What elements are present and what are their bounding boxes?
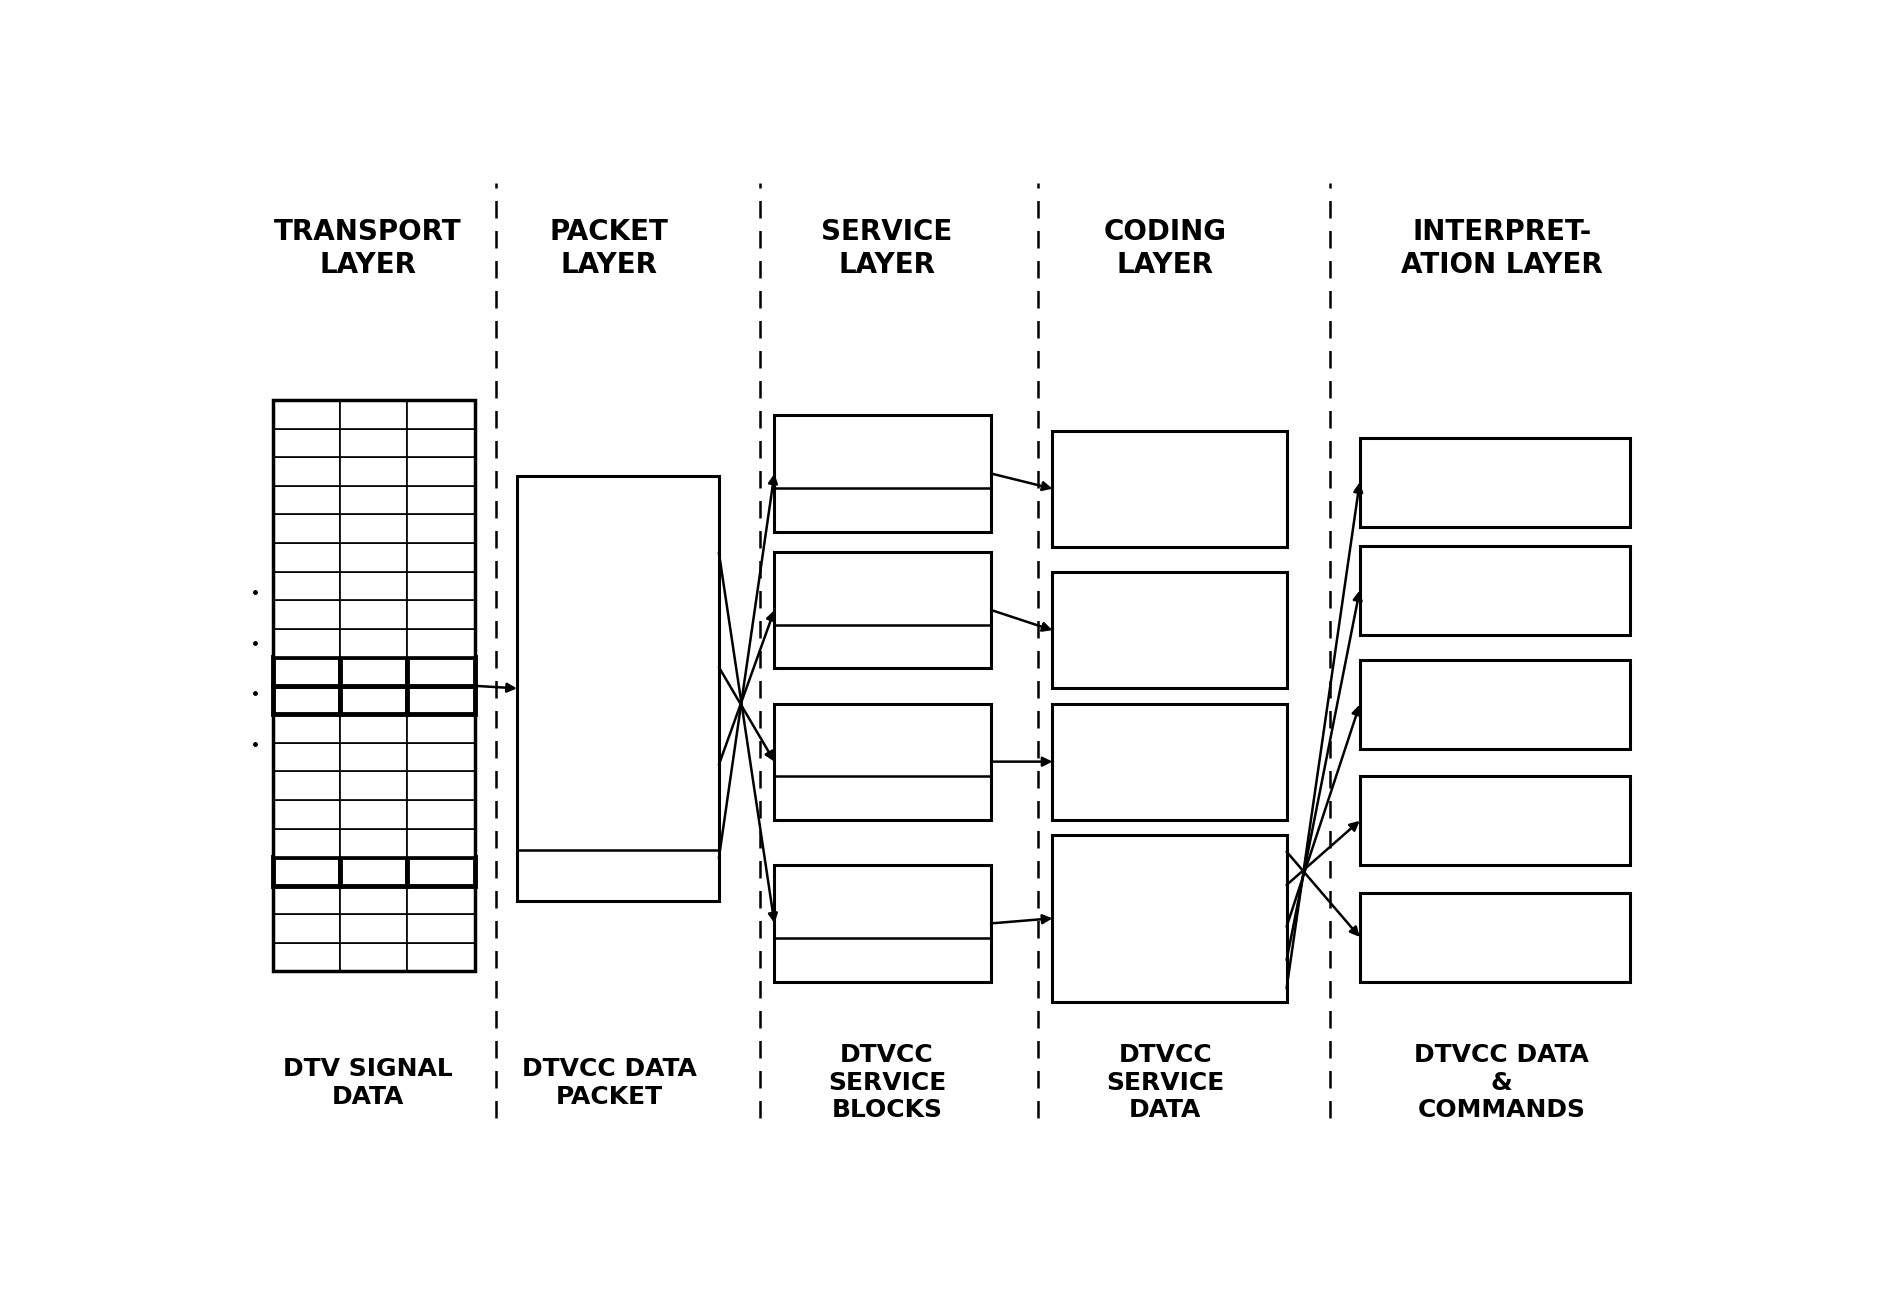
Bar xyxy=(272,486,340,515)
Bar xyxy=(1359,776,1631,865)
Bar xyxy=(408,943,474,972)
Bar xyxy=(272,886,340,914)
Bar xyxy=(340,829,408,857)
Bar xyxy=(408,600,474,629)
Text: PACKET
LAYER: PACKET LAYER xyxy=(549,218,668,278)
Bar xyxy=(408,829,474,857)
Text: DTV SIGNAL
DATA: DTV SIGNAL DATA xyxy=(283,1057,453,1108)
Bar xyxy=(340,857,408,886)
Bar xyxy=(774,415,991,532)
Bar xyxy=(408,857,474,886)
Bar xyxy=(340,600,408,629)
Bar xyxy=(272,743,340,772)
Bar xyxy=(272,658,340,685)
Bar xyxy=(340,772,408,800)
Text: INTERPRET-
ATION LAYER: INTERPRET- ATION LAYER xyxy=(1401,218,1603,278)
Bar xyxy=(774,704,991,819)
Bar xyxy=(1052,431,1286,546)
Bar xyxy=(1052,704,1286,819)
Bar xyxy=(340,486,408,515)
Bar xyxy=(272,600,340,629)
Bar xyxy=(272,829,340,857)
Bar xyxy=(408,515,474,544)
Bar xyxy=(272,685,340,714)
Bar xyxy=(272,800,340,829)
Bar xyxy=(272,943,340,972)
Bar xyxy=(272,515,340,544)
Bar xyxy=(1359,437,1631,527)
Bar xyxy=(340,800,408,829)
Bar xyxy=(340,544,408,571)
Bar xyxy=(340,571,408,600)
Bar xyxy=(272,772,340,800)
Bar xyxy=(408,429,474,457)
Bar xyxy=(272,714,340,743)
Text: TRANSPORT
LAYER: TRANSPORT LAYER xyxy=(274,218,461,278)
Bar xyxy=(774,551,991,668)
Bar xyxy=(272,544,340,571)
Bar xyxy=(272,400,474,972)
Bar xyxy=(340,515,408,544)
Bar xyxy=(408,571,474,600)
Bar xyxy=(408,914,474,943)
Bar xyxy=(340,629,408,658)
Text: DTVCC
SERVICE
BLOCKS: DTVCC SERVICE BLOCKS xyxy=(829,1043,946,1123)
Bar xyxy=(340,886,408,914)
Bar xyxy=(408,457,474,486)
Bar xyxy=(272,400,340,429)
Bar xyxy=(517,477,719,901)
Bar xyxy=(1052,572,1286,688)
Text: DTVCC DATA
PACKET: DTVCC DATA PACKET xyxy=(521,1057,697,1108)
Bar xyxy=(272,429,340,457)
Bar xyxy=(340,914,408,943)
Bar xyxy=(340,658,408,685)
Bar xyxy=(408,658,474,685)
Bar xyxy=(408,800,474,829)
Bar xyxy=(408,772,474,800)
Bar xyxy=(340,457,408,486)
Bar xyxy=(408,544,474,571)
Bar xyxy=(340,743,408,772)
Bar xyxy=(272,914,340,943)
Bar xyxy=(340,943,408,972)
Bar xyxy=(1359,660,1631,748)
Text: CODING
LAYER: CODING LAYER xyxy=(1104,218,1227,278)
Bar xyxy=(1052,835,1286,1002)
Bar xyxy=(774,865,991,982)
Bar xyxy=(1359,546,1631,634)
Bar xyxy=(1359,893,1631,982)
Bar xyxy=(340,429,408,457)
Bar xyxy=(408,743,474,772)
Bar xyxy=(272,571,340,600)
Bar xyxy=(272,857,340,886)
Text: DTVCC
SERVICE
DATA: DTVCC SERVICE DATA xyxy=(1106,1043,1223,1123)
Bar xyxy=(408,629,474,658)
Bar xyxy=(408,400,474,429)
Text: SERVICE
LAYER: SERVICE LAYER xyxy=(821,218,953,278)
Bar xyxy=(408,685,474,714)
Text: DTVCC DATA
&
COMMANDS: DTVCC DATA & COMMANDS xyxy=(1414,1043,1590,1123)
Bar xyxy=(272,629,340,658)
Bar xyxy=(272,457,340,486)
Bar xyxy=(408,714,474,743)
Bar xyxy=(340,714,408,743)
Bar xyxy=(340,685,408,714)
Bar xyxy=(408,486,474,515)
Bar xyxy=(340,400,408,429)
Bar xyxy=(408,886,474,914)
